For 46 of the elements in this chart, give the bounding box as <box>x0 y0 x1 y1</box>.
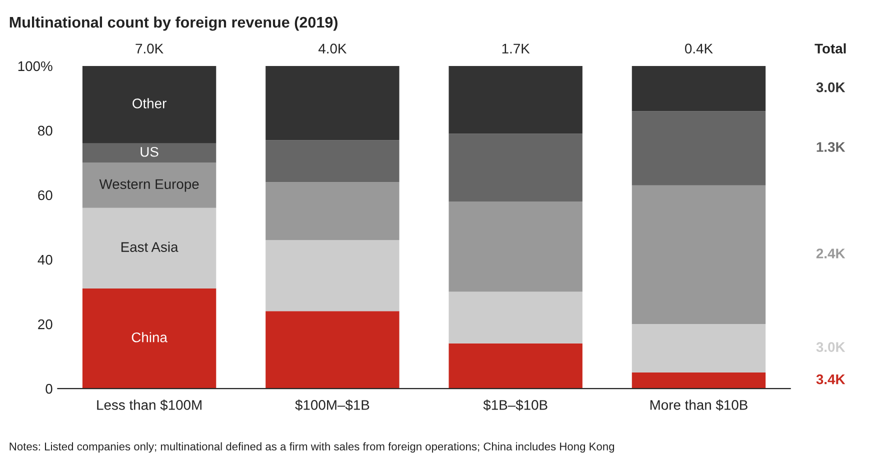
text: 4.0K <box>318 44 347 54</box>
series-label: East Asia <box>121 242 178 252</box>
y-tick-label: 60 <box>38 190 52 200</box>
bar <box>632 185 766 324</box>
bar <box>632 324 766 372</box>
bar <box>632 111 766 186</box>
text: 1.3K <box>816 142 846 152</box>
bar <box>448 134 582 202</box>
bar <box>266 66 400 140</box>
series-label: Western Europe <box>99 179 199 192</box>
bar <box>448 66 582 134</box>
text: 1.7K <box>502 44 530 54</box>
y-tick-label: 80 <box>38 126 52 136</box>
bar <box>448 292 582 344</box>
x-tick-label: $100M–$1B <box>295 399 370 411</box>
bar <box>266 140 400 182</box>
y-tick-label: 40 <box>38 254 52 265</box>
bar <box>82 66 216 144</box>
bar <box>82 143 216 163</box>
y-tick-label: 0 <box>46 384 52 394</box>
chart-title: Multinational count by foreign revenue (2019) <box>10 16 338 31</box>
bar <box>82 288 216 389</box>
text: 3.0K <box>816 82 846 92</box>
x-tick-label: Less than $100M <box>97 399 202 411</box>
text: Notes: Listed companies only; multinational defined as a firm with sales from foreign operations; China includes Hong Kong <box>10 442 614 453</box>
bar <box>266 182 400 240</box>
bar <box>82 208 216 289</box>
bar <box>632 66 766 112</box>
bar <box>448 201 582 292</box>
bar <box>266 311 400 389</box>
text: 7.0K <box>136 44 164 54</box>
x-tick-label: $1B–$10B <box>483 399 548 411</box>
y-tick-label: 20 <box>38 319 52 330</box>
series-label: Other <box>132 98 166 108</box>
bar <box>632 372 766 389</box>
bar <box>266 240 400 312</box>
text: 0.4K <box>685 44 713 54</box>
x-tick-label: More than $10B <box>650 399 748 411</box>
text: 3.4K <box>816 374 846 384</box>
series-label: US <box>140 146 158 157</box>
y-tick-label: 100% <box>18 61 52 72</box>
series-label: China <box>132 332 168 342</box>
text: Total <box>814 43 846 54</box>
text: 2.4K <box>816 248 846 258</box>
bar <box>82 162 216 208</box>
bar <box>448 343 582 389</box>
